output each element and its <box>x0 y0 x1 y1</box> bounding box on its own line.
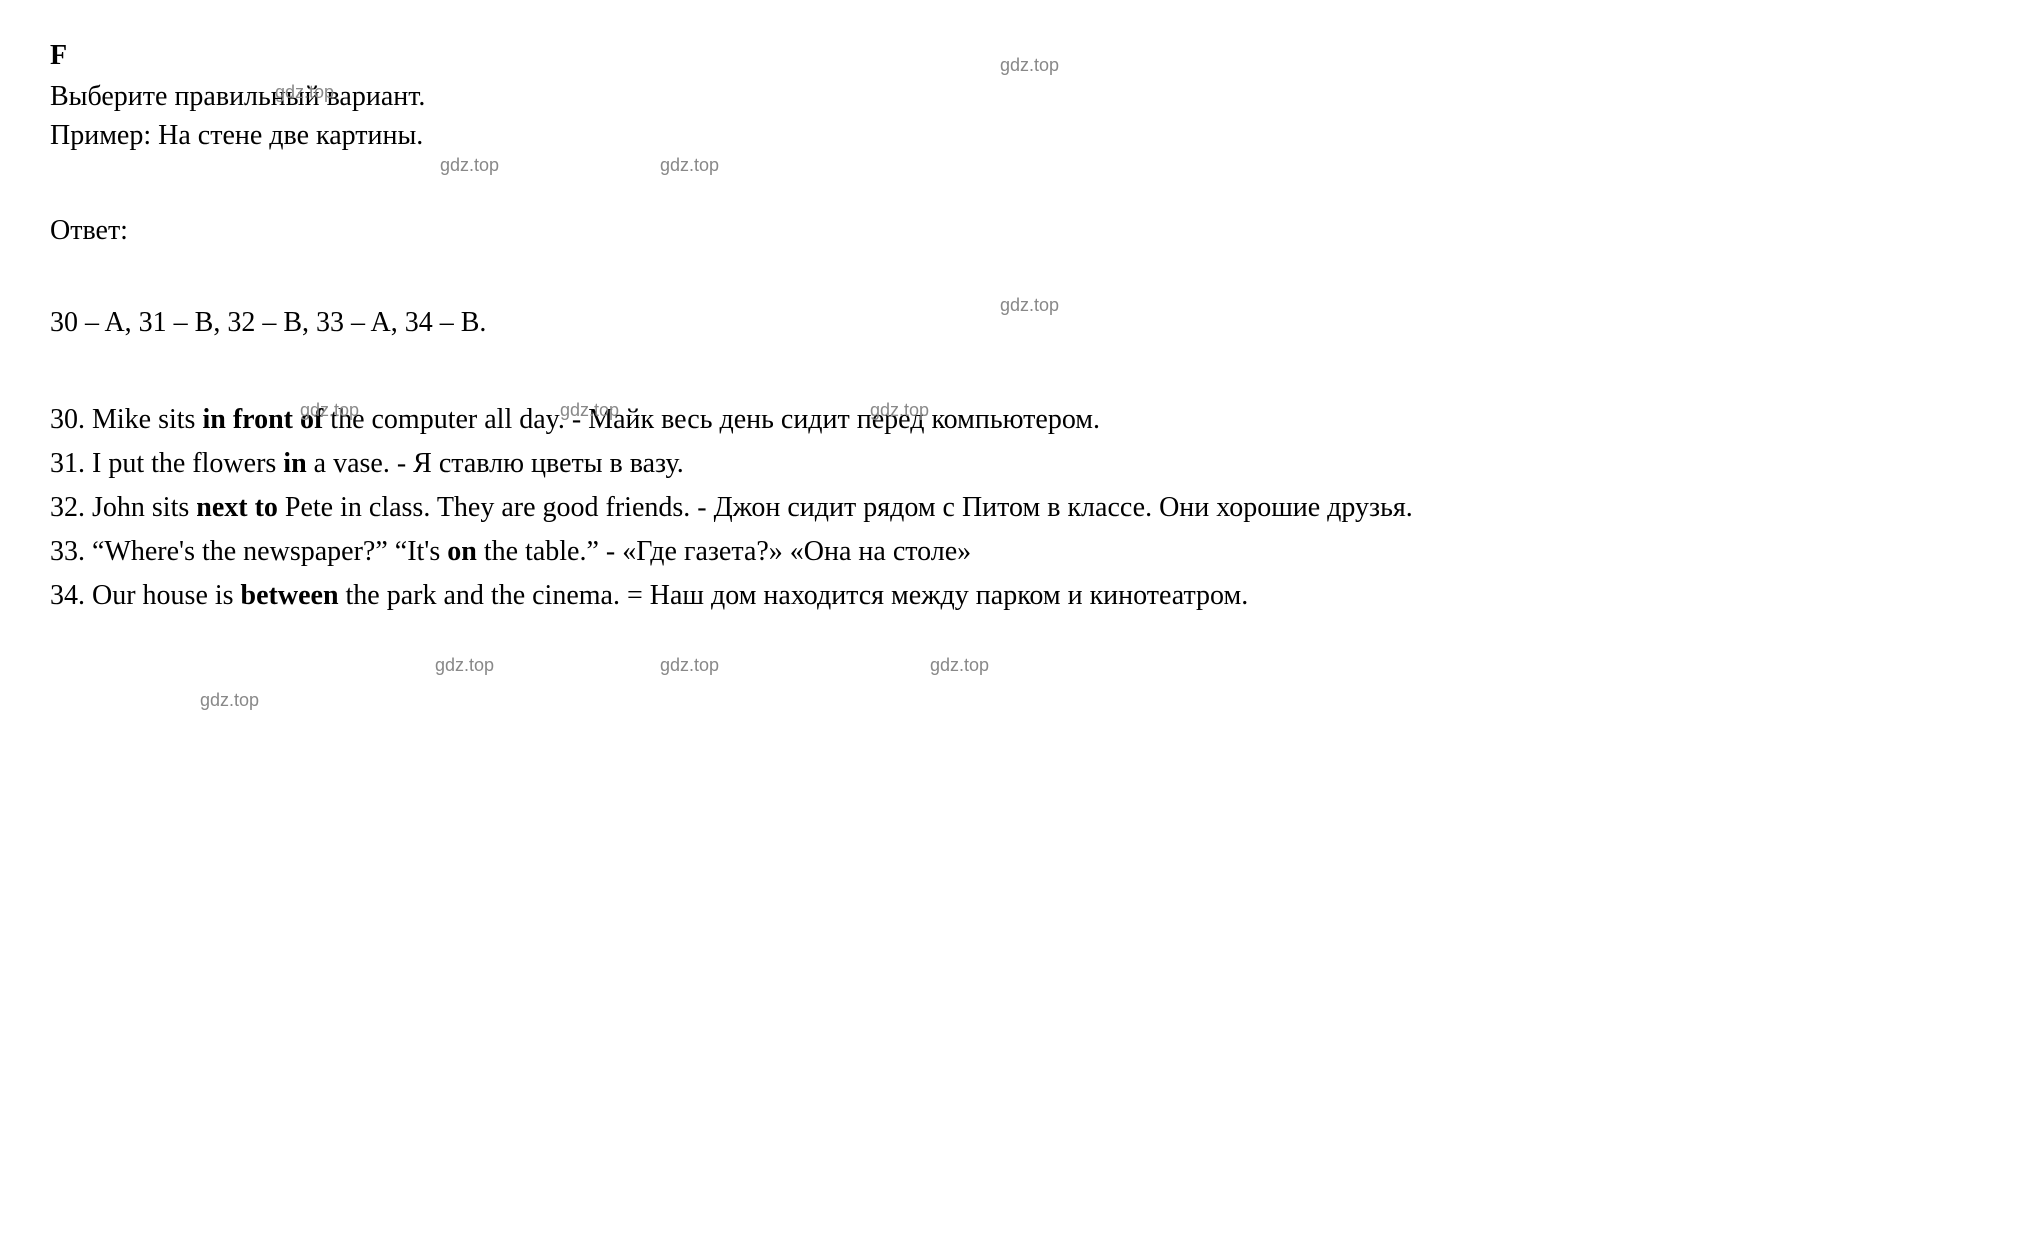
russian-translation: «Где газета?» «Она на столе» <box>622 536 971 567</box>
english-before: Mike sits <box>92 404 202 435</box>
item-number: 32. <box>50 492 92 523</box>
russian-translation: Я ставлю цветы в вазу. <box>413 448 684 479</box>
english-before: “Where's the newspaper?” “It's <box>92 536 447 567</box>
item-number: 31. <box>50 448 92 479</box>
watermark: gdz.top <box>200 690 259 711</box>
russian-translation: Майк весь день сидит перед компьютером. <box>588 404 1100 435</box>
watermark: gdz.top <box>930 655 989 676</box>
english-after: a vase. - <box>307 448 414 479</box>
bold-word: in front of <box>202 404 323 435</box>
example-line: Пример: На стене две картины. <box>50 116 1990 155</box>
answer-item-34: 34. Our house is between the park and th… <box>50 575 1990 617</box>
answer-item-32: 32. John sits next to Pete in class. The… <box>50 487 1990 529</box>
english-before: John sits <box>92 492 196 523</box>
english-after: Pete in class. They are good friends. - <box>278 492 714 523</box>
answer-item-30: 30. Mike sits in front of the computer a… <box>50 399 1990 441</box>
watermark: gdz.top <box>660 155 719 176</box>
item-number: 34. <box>50 580 92 611</box>
answer-item-33: 33. “Where's the newspaper?” “It's on th… <box>50 531 1990 573</box>
russian-translation: Джон сидит рядом с Питом в классе. Они х… <box>714 492 1413 523</box>
watermark: gdz.top <box>660 655 719 676</box>
english-after: the table.” - <box>477 536 622 567</box>
item-number: 33. <box>50 536 92 567</box>
bold-word: on <box>447 536 477 567</box>
item-number: 30. <box>50 404 92 435</box>
answer-key: 30 – A, 31 – B, 32 – B, 33 – A, 34 – B. <box>50 307 1990 339</box>
instruction-text: Выберите правильный вариант. <box>50 77 1990 116</box>
english-after: the computer all day. - <box>323 404 588 435</box>
english-before: I put the flowers <box>92 448 283 479</box>
answer-item-31: 31. I put the flowers in a vase. - Я ста… <box>50 443 1990 485</box>
english-before: Our house is <box>92 580 241 611</box>
example-text: На стене две картины. <box>158 120 423 151</box>
russian-translation: Наш дом находится между парком и кинотеа… <box>650 580 1248 611</box>
bold-word: between <box>241 580 339 611</box>
section-letter: F <box>50 40 1990 72</box>
bold-word: next to <box>196 492 278 523</box>
answer-list: 30. Mike sits in front of the computer a… <box>50 399 1990 617</box>
example-label: Пример: <box>50 120 158 151</box>
bold-word: in <box>283 448 306 479</box>
answer-heading: Ответ: <box>50 215 1990 247</box>
watermark: gdz.top <box>440 155 499 176</box>
english-after: the park and the cinema. = <box>339 580 650 611</box>
watermark: gdz.top <box>435 655 494 676</box>
